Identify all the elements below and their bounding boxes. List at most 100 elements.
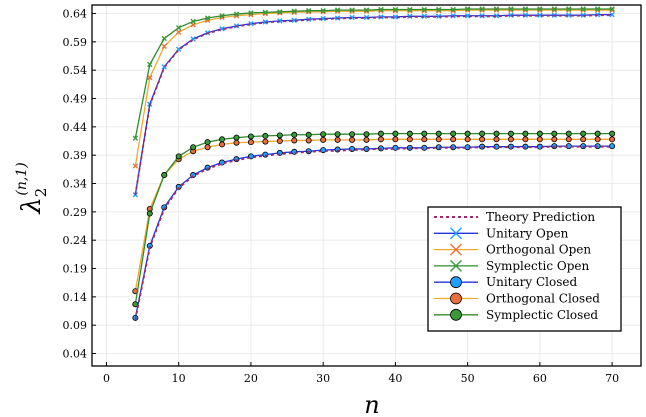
y-tick-label: 0.29: [63, 206, 88, 219]
data-point: [349, 136, 356, 143]
data-point: [147, 61, 153, 68]
data-point: [493, 136, 500, 143]
data-point: [204, 144, 211, 151]
data-point: [190, 18, 196, 25]
data-point: [522, 136, 529, 143]
data-point: [537, 6, 543, 12]
data-point: [247, 133, 254, 140]
data-point: [291, 131, 298, 138]
data-point: [479, 136, 486, 143]
data-point: [392, 136, 399, 143]
svg-text:λ2(n,1): λ2(n,1): [14, 162, 50, 214]
data-point: [377, 130, 384, 137]
data-point: [609, 130, 616, 137]
data-point: [507, 130, 514, 137]
data-point: [363, 14, 370, 21]
x-tick-label: 20: [244, 372, 258, 385]
data-point: [320, 147, 327, 154]
data-point: [551, 136, 558, 143]
data-point: [305, 131, 312, 138]
data-point: [565, 130, 572, 137]
x-tick-label: 50: [461, 372, 475, 385]
data-point: [248, 10, 254, 16]
data-point: [421, 130, 428, 137]
data-point: [204, 15, 211, 21]
legend-item-orthogonal-open: Orthogonal Open: [434, 243, 591, 257]
x-tick-label: 70: [605, 372, 619, 385]
legend-item-unitary-open: Unitary Open: [434, 226, 569, 240]
data-point: [320, 131, 327, 138]
data-point: [436, 6, 442, 13]
data-point: [190, 144, 197, 151]
legend-item-unitary-closed: Unitary Closed: [434, 275, 577, 289]
data-point: [536, 130, 543, 137]
series-line: [134, 9, 613, 167]
data-point: [262, 138, 269, 145]
data-point: [147, 74, 153, 81]
legend-marker: [450, 259, 462, 272]
data-point: [377, 136, 384, 143]
series-orthogonal-closed: [132, 136, 616, 295]
data-point: [566, 6, 572, 12]
series-theory-prediction: [134, 14, 613, 320]
data-point: [291, 17, 297, 23]
legend-marker: [450, 227, 462, 240]
data-point: [334, 7, 341, 13]
y-tick-label: 0.14: [63, 291, 88, 304]
legend-item-symplectic-closed: Symplectic Closed: [434, 308, 598, 322]
y-axis-label-main: λ: [17, 197, 47, 214]
data-point: [132, 135, 139, 141]
legend-box: [427, 206, 622, 332]
data-point: [580, 6, 586, 12]
data-point: [435, 136, 442, 143]
y-tick-label: 0.34: [63, 178, 88, 191]
data-point: [392, 130, 399, 137]
data-point: [493, 130, 500, 137]
data-point: [392, 14, 399, 20]
data-point: [262, 132, 269, 139]
data-point: [161, 172, 168, 179]
data-point: [435, 130, 442, 137]
data-point: [175, 29, 182, 35]
legend-marker: [450, 276, 462, 289]
data-point: [320, 136, 327, 143]
data-point: [334, 131, 341, 138]
data-point: [450, 136, 457, 143]
y-tick-label: 0.44: [63, 121, 88, 134]
data-point: [349, 131, 356, 138]
data-point: [594, 6, 601, 12]
data-point: [565, 136, 572, 143]
x-tick-label: 30: [316, 372, 330, 385]
x-tick-label: 40: [388, 372, 402, 385]
data-point: [536, 136, 543, 143]
data-point: [450, 6, 456, 13]
data-point: [464, 6, 471, 12]
data-point: [363, 131, 370, 138]
data-point: [334, 136, 341, 143]
data-point: [247, 139, 254, 146]
y-axis-label: λ2(n,1): [14, 162, 50, 214]
y-axis-label-sub: 2: [32, 188, 50, 198]
series-line: [134, 138, 613, 292]
legend-marker: [450, 292, 462, 305]
data-point: [175, 153, 182, 160]
data-point: [392, 6, 399, 13]
x-tick-label: 60: [533, 372, 547, 385]
legend-label: Theory Prediction: [486, 210, 595, 224]
legend-item-orthogonal-closed: Orthogonal Closed: [434, 292, 600, 306]
data-point: [219, 141, 226, 148]
data-point: [594, 130, 601, 137]
data-point: [580, 136, 587, 143]
y-tick-label: 0.64: [63, 8, 88, 21]
data-point: [276, 132, 283, 139]
legend-label: Symplectic Open: [486, 259, 590, 273]
y-axis-ticks: 0.04 0.09 0.14 0.19 0.24 0.29 0.34 0.39 0.44 0.49…: [63, 8, 96, 361]
data-point: [349, 7, 355, 13]
series-line: [134, 132, 613, 305]
legend-marker: [450, 308, 462, 321]
data-point: [450, 130, 457, 137]
data-point: [132, 301, 139, 308]
data-point: [175, 24, 182, 31]
data-point: [594, 136, 601, 143]
series-line: [134, 145, 613, 320]
